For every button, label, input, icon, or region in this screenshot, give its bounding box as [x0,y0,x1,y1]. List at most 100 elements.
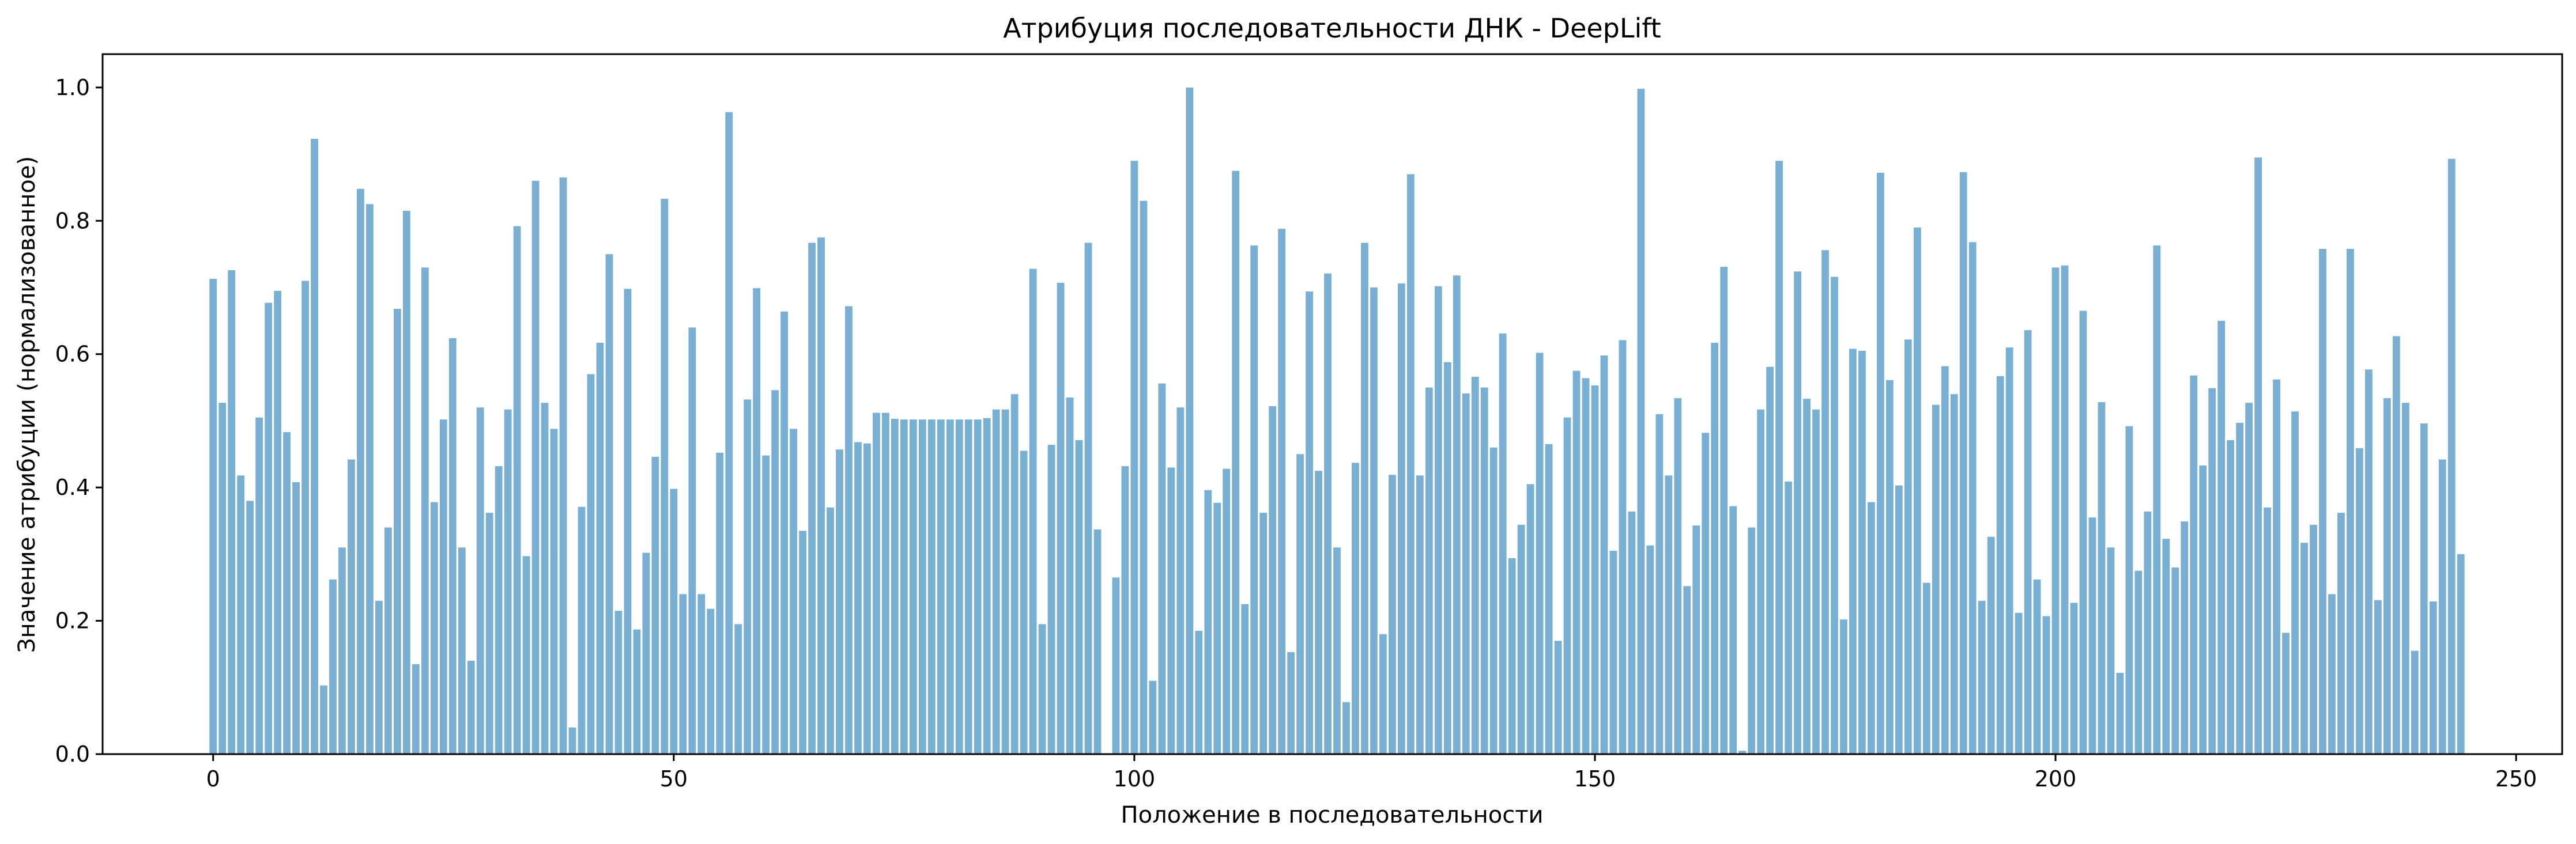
y-tick-label: 0.6 [55,342,90,367]
y-tick-label: 1.0 [55,75,90,100]
bar-6 [265,302,273,754]
bar-14 [338,547,346,754]
bar-185 [1913,227,1921,754]
bar-20 [394,309,401,754]
bar-137 [1471,377,1479,754]
bar-13 [329,579,337,754]
bar-78 [927,419,936,754]
bar-183 [1895,485,1903,754]
bar-207 [2116,672,2124,754]
bar-118 [1296,454,1304,754]
bar-85 [992,409,1000,754]
bar-51 [679,594,687,754]
bar-189 [1950,394,1958,754]
y-tick-label: 0.2 [55,608,90,634]
bar-80 [946,419,954,754]
x-tick-label: 250 [2495,766,2537,792]
bar-202 [2070,603,2078,754]
bar-115 [1269,406,1277,754]
bar-141 [1508,558,1516,754]
bar-228 [2310,524,2317,754]
bar-191 [1968,242,1977,754]
bar-130 [1406,174,1415,754]
bar-193 [1987,536,1995,754]
bar-223 [2264,507,2271,754]
bar-244 [2457,554,2465,754]
bar-74 [891,418,899,754]
bar-176 [1831,277,1838,754]
bar-25 [439,419,447,754]
bar-142 [1517,524,1525,754]
bar-70 [854,442,862,754]
bar-44 [614,611,623,754]
bar-134 [1443,362,1451,754]
bar-69 [845,306,853,754]
bar-82 [964,419,972,754]
bar-28 [467,661,475,754]
bar-177 [1840,619,1847,754]
bar-43 [605,254,613,754]
bar-161 [1692,525,1700,754]
bar-0 [209,278,217,755]
bar-224 [2273,379,2280,754]
bar-136 [1462,393,1470,754]
bar-108 [1204,490,1212,754]
bar-203 [2079,311,2087,754]
bar-1 [218,403,227,754]
bar-106 [1186,87,1194,755]
bar-225 [2282,633,2290,754]
bar-114 [1259,513,1268,754]
bar-122 [1333,547,1341,754]
bar-149 [1582,378,1590,754]
bar-160 [1683,586,1691,754]
bar-58 [744,399,752,754]
bar-11 [311,138,318,755]
bar-34 [522,556,530,754]
bar-233 [2356,448,2363,754]
bar-9 [292,482,300,754]
bar-120 [1315,471,1322,754]
bar-162 [1702,433,1710,754]
bar-5 [255,417,263,754]
bar-24 [430,502,438,754]
bar-7 [274,290,282,754]
chart-title: Атрибуция последовательности ДНК - DeepL… [1003,13,1661,44]
bar-218 [2217,320,2226,754]
bar-133 [1434,286,1442,754]
bar-81 [955,419,963,754]
bar-67 [827,507,834,754]
bar-210 [2144,511,2152,754]
bar-72 [873,412,880,754]
bar-232 [2347,248,2354,754]
bar-42 [596,343,604,754]
bar-238 [2401,403,2409,754]
bar-212 [2162,539,2170,754]
bars [209,87,2465,755]
bar-217 [2208,388,2216,754]
y-axis-label: Значение атрибуции (нормализованное) [14,156,40,653]
bar-52 [688,327,696,754]
bar-103 [1158,383,1166,754]
x-axis-label: Положение в последовательности [1121,802,1544,828]
bar-231 [2337,513,2345,754]
bar-196 [2015,612,2023,754]
bar-179 [1858,350,1866,754]
bar-126 [1370,287,1378,754]
bar-125 [1361,243,1368,755]
bar-8 [283,432,291,754]
bar-47 [642,552,650,754]
bar-144 [1536,353,1544,754]
bar-187 [1932,404,1940,754]
bar-22 [412,664,420,754]
bar-39 [568,727,576,754]
bar-172 [1794,271,1801,755]
bar-230 [2328,594,2336,754]
bar-175 [1821,250,1829,754]
x-tick-label: 100 [1114,766,1156,792]
bar-235 [2374,600,2382,754]
bar-16 [357,188,364,754]
bar-60 [762,455,770,754]
bar-131 [1416,475,1424,754]
bar-29 [476,407,484,754]
bar-73 [882,412,889,754]
